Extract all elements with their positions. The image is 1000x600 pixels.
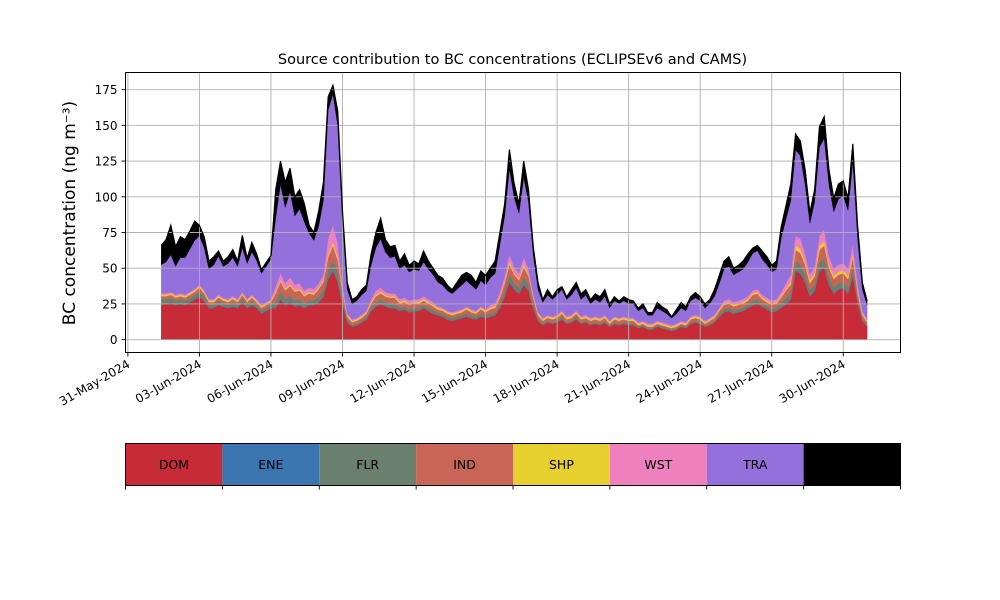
y-tick-label: 125	[95, 155, 118, 169]
y-tick-label: 25	[102, 297, 117, 311]
colorbar-label: DOM	[159, 457, 189, 472]
chart-title: Source contribution to BC concentrations…	[278, 52, 747, 68]
y-tick-label: 0	[110, 333, 118, 347]
colorbar-label: SHP	[549, 457, 574, 472]
y-tick-label: 50	[102, 262, 117, 276]
y-tick-label: 175	[95, 83, 118, 97]
colorbar-label: BB	[843, 457, 860, 472]
legend-colorbar: DOM ENE FLR IND SHP WST TRA BB	[125, 443, 901, 490]
colorbar-swatch-ene	[222, 443, 320, 486]
grid-lines	[125, 72, 901, 353]
colorbar-label: ENE	[258, 457, 283, 472]
colorbar-label: IND	[453, 457, 476, 472]
colorbar-swatch-dom	[125, 443, 223, 486]
y-tick-label: 100	[95, 190, 118, 204]
y-axis-label: BC concentration (ng m⁻³)	[60, 101, 80, 325]
y-tick-label: 75	[102, 226, 117, 240]
colorbar-swatch-tra	[706, 443, 804, 486]
colorbar-swatch-wst	[609, 443, 707, 486]
colorbar-swatch-ind	[416, 443, 513, 486]
colorbar-label: TRA	[742, 457, 768, 472]
colorbar-label: WST	[644, 457, 672, 472]
colorbar-swatch-flr	[319, 443, 417, 486]
y-tick-label: 150	[95, 119, 118, 133]
plot-frame	[125, 72, 901, 353]
y-axis: 0 25 50 75 100 125 150 175	[95, 83, 126, 347]
colorbar-swatch-bb	[803, 443, 901, 486]
colorbar-swatch-shp	[513, 443, 610, 486]
colorbar-label: FLR	[356, 457, 379, 472]
total-outline	[160, 83, 868, 318]
